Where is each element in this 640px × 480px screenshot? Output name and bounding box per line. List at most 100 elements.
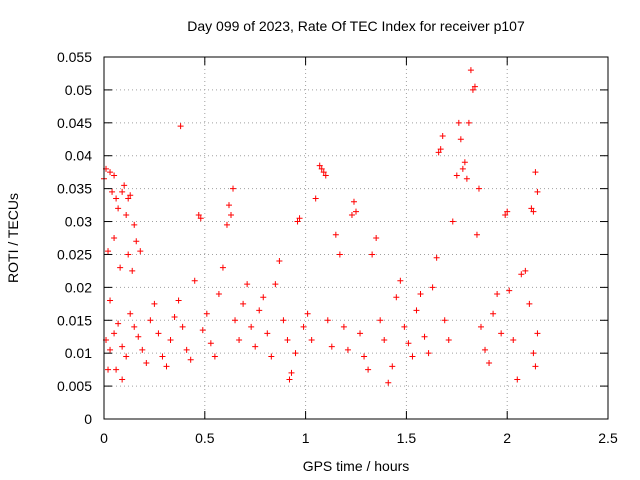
- data-point: [433, 254, 440, 261]
- data-point: [147, 317, 154, 324]
- data-point: [292, 350, 299, 357]
- data-point: [117, 264, 124, 271]
- data-point: [155, 330, 162, 337]
- data-point: [463, 175, 470, 182]
- y-tick-label: 0: [84, 411, 92, 427]
- data-point: [107, 346, 114, 353]
- data-point: [361, 353, 368, 360]
- plot-frame: [103, 56, 609, 420]
- data-point: [357, 330, 364, 337]
- y-tick-labels: 0 0.005 0.01 0.015 0.02 0.025 0.03 0.035 0.04 0.0…: [57, 49, 92, 427]
- data-point: [207, 340, 214, 347]
- data-point: [119, 343, 126, 350]
- data-point: [455, 119, 462, 126]
- data-point: [113, 195, 120, 202]
- data-point: [340, 323, 347, 330]
- y-axis-label: ROTI / TECUs: [5, 193, 21, 283]
- data-point: [187, 356, 194, 363]
- data-point: [324, 317, 331, 324]
- data-point: [288, 369, 295, 376]
- data-point: [518, 271, 525, 278]
- data-point: [163, 363, 170, 370]
- data-point: [137, 248, 144, 255]
- data-point: [123, 353, 130, 360]
- y-tick-label: 0.015: [57, 312, 92, 328]
- data-point: [475, 185, 482, 192]
- data-point: [125, 251, 132, 258]
- y-tick-label: 0.03: [65, 214, 92, 230]
- y-tick-label: 0.05: [65, 82, 92, 98]
- data-point: [401, 323, 408, 330]
- x-axis-label: GPS time / hours: [303, 458, 410, 474]
- data-point: [177, 123, 184, 130]
- data-point: [276, 258, 283, 265]
- data-point: [530, 350, 537, 357]
- y-tick-label: 0.01: [65, 345, 92, 361]
- data-point: [133, 238, 140, 245]
- data-point: [111, 235, 118, 241]
- data-point: [123, 211, 130, 218]
- data-point: [135, 333, 142, 340]
- data-point: [191, 277, 198, 284]
- data-point: [532, 169, 539, 176]
- data-point: [445, 337, 452, 344]
- data-point: [113, 366, 120, 373]
- data-point: [348, 211, 355, 218]
- data-point: [409, 353, 416, 360]
- x-tick-label: 1.5: [397, 430, 417, 446]
- data-point: [471, 83, 478, 90]
- data-point: [461, 159, 468, 166]
- data-point: [490, 310, 497, 317]
- data-point: [252, 343, 259, 350]
- data-point: [129, 267, 136, 274]
- grid-lines: [104, 57, 608, 419]
- data-point: [526, 300, 533, 307]
- data-point: [105, 248, 112, 255]
- data-point: [159, 353, 166, 360]
- data-point: [393, 294, 400, 301]
- data-point: [244, 281, 251, 288]
- data-point: [272, 281, 279, 288]
- data-point: [439, 132, 446, 139]
- data-point: [528, 205, 535, 212]
- data-point: [353, 208, 359, 215]
- data-point: [175, 297, 182, 304]
- data-point: [532, 363, 539, 370]
- data-point: [230, 185, 237, 192]
- data-point: [498, 330, 505, 337]
- data-point: [336, 251, 343, 258]
- data-point: [203, 310, 210, 317]
- data-point: [316, 162, 323, 169]
- data-point: [223, 221, 230, 228]
- data-point: [197, 215, 204, 222]
- data-point: [131, 221, 138, 228]
- data-point: [467, 67, 474, 74]
- data-point: [320, 169, 327, 176]
- data-point: [240, 300, 247, 307]
- y-tick-label: 0.005: [57, 378, 92, 394]
- data-point: [294, 218, 301, 225]
- data-point: [417, 290, 424, 297]
- axis-ticks: [103, 56, 609, 420]
- data-point: [318, 165, 325, 172]
- data-point: [107, 169, 114, 176]
- data-point: [127, 192, 134, 199]
- data-point: [296, 215, 303, 222]
- data-point: [284, 337, 291, 344]
- data-point: [232, 317, 239, 324]
- data-point: [441, 317, 448, 324]
- data-point: [183, 346, 190, 353]
- data-point: [429, 284, 436, 291]
- data-point: [125, 195, 132, 202]
- data-point: [179, 323, 186, 330]
- data-point: [534, 330, 541, 337]
- data-point: [308, 337, 315, 344]
- data-point: [109, 188, 116, 195]
- data-point: [256, 307, 263, 314]
- data-point: [534, 188, 541, 195]
- data-point: [369, 251, 376, 258]
- data-point: [107, 297, 114, 304]
- data-point: [425, 350, 432, 357]
- y-tick-label: 0.045: [57, 115, 92, 131]
